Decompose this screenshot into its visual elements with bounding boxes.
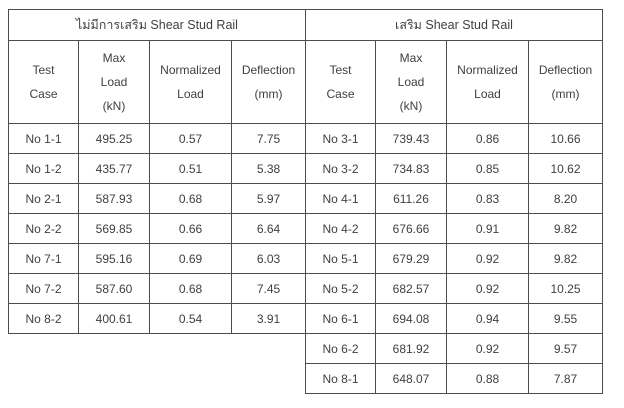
table-title: เสริม Shear Stud Rail (305, 9, 603, 41)
cell-normalized-load: 0.83 (446, 183, 529, 214)
table-row: No 8-1 648.07 0.88 7.87 (305, 363, 603, 394)
table-row: No 5-1 679.29 0.92 9.82 (305, 243, 603, 274)
cell-test-case: No 1-1 (8, 123, 79, 154)
column-header-normalized-load: Normalized Load (149, 40, 232, 124)
cell-max-load: 595.16 (78, 243, 150, 274)
table-body: No 1-1 495.25 0.57 7.75 No 1-2 435.77 0.51 5.38… (8, 123, 306, 334)
cell-deflection: 5.97 (231, 183, 306, 214)
title-row: ไม่มีการเสริม Shear Stud Rail (8, 9, 306, 41)
cell-normalized-load: 0.51 (149, 153, 232, 184)
cell-test-case: No 8-2 (8, 303, 79, 334)
table-row: No 6-1 694.08 0.94 9.55 (305, 303, 603, 334)
cell-normalized-load: 0.69 (149, 243, 232, 274)
table-row: No 3-1 739.43 0.86 10.66 (305, 123, 603, 154)
cell-test-case: No 4-2 (305, 213, 376, 244)
table-shear-stud-rail: เสริม Shear Stud Rail Test Case Max Load … (305, 9, 603, 394)
cell-normalized-load: 0.68 (149, 273, 232, 304)
cell-normalized-load: 0.85 (446, 153, 529, 184)
cell-deflection: 10.66 (528, 123, 603, 154)
cell-max-load: 587.93 (78, 183, 150, 214)
cell-normalized-load: 0.88 (446, 363, 529, 394)
cell-deflection: 5.38 (231, 153, 306, 184)
cell-max-load: 682.57 (375, 273, 447, 304)
cell-max-load: 587.60 (78, 273, 150, 304)
cell-deflection: 7.75 (231, 123, 306, 154)
cell-max-load: 679.29 (375, 243, 447, 274)
column-header-deflection: Deflection (mm) (528, 40, 603, 124)
cell-deflection: 9.82 (528, 243, 603, 274)
table-row: No 5-2 682.57 0.92 10.25 (305, 273, 603, 304)
cell-normalized-load: 0.92 (446, 273, 529, 304)
cell-deflection: 9.57 (528, 333, 603, 364)
cell-max-load: 734.83 (375, 153, 447, 184)
table-row: No 4-1 611.26 0.83 8.20 (305, 183, 603, 214)
cell-test-case: No 6-1 (305, 303, 376, 334)
cell-max-load: 694.08 (375, 303, 447, 334)
comparison-tables-container: ไม่มีการเสริม Shear Stud Rail Test Case M… (8, 9, 603, 394)
table-row: No 4-2 676.66 0.91 9.82 (305, 213, 603, 244)
cell-normalized-load: 0.92 (446, 243, 529, 274)
cell-test-case: No 3-2 (305, 153, 376, 184)
cell-max-load: 495.25 (78, 123, 150, 154)
cell-normalized-load: 0.54 (149, 303, 232, 334)
table-row: No 2-2 569.85 0.66 6.64 (8, 213, 306, 244)
column-header-max-load: Max Load (kN) (78, 40, 150, 124)
cell-normalized-load: 0.86 (446, 123, 529, 154)
column-header-normalized-load: Normalized Load (446, 40, 529, 124)
cell-deflection: 3.91 (231, 303, 306, 334)
column-header-test-case: Test Case (305, 40, 376, 124)
table-title: ไม่มีการเสริม Shear Stud Rail (8, 9, 306, 41)
column-header-test-case: Test Case (8, 40, 79, 124)
cell-max-load: 676.66 (375, 213, 447, 244)
cell-test-case: No 5-2 (305, 273, 376, 304)
table-no-shear-stud-rail: ไม่มีการเสริม Shear Stud Rail Test Case M… (8, 9, 306, 334)
column-header-max-load: Max Load (kN) (375, 40, 447, 124)
cell-test-case: No 3-1 (305, 123, 376, 154)
cell-normalized-load: 0.94 (446, 303, 529, 334)
cell-deflection: 10.62 (528, 153, 603, 184)
cell-test-case: No 8-1 (305, 363, 376, 394)
header-row: Test Case Max Load (kN) Normalized Load Def… (8, 40, 306, 124)
cell-test-case: No 4-1 (305, 183, 376, 214)
table-row: No 1-1 495.25 0.57 7.75 (8, 123, 306, 154)
table-row: No 7-2 587.60 0.68 7.45 (8, 273, 306, 304)
cell-test-case: No 7-1 (8, 243, 79, 274)
table-row: No 2-1 587.93 0.68 5.97 (8, 183, 306, 214)
cell-max-load: 611.26 (375, 183, 447, 214)
table-row: No 8-2 400.61 0.54 3.91 (8, 303, 306, 334)
cell-deflection: 7.45 (231, 273, 306, 304)
cell-test-case: No 2-1 (8, 183, 79, 214)
cell-test-case: No 1-2 (8, 153, 79, 184)
cell-normalized-load: 0.92 (446, 333, 529, 364)
cell-normalized-load: 0.68 (149, 183, 232, 214)
cell-deflection: 6.03 (231, 243, 306, 274)
cell-test-case: No 2-2 (8, 213, 79, 244)
cell-normalized-load: 0.66 (149, 213, 232, 244)
cell-deflection: 10.25 (528, 273, 603, 304)
cell-max-load: 435.77 (78, 153, 150, 184)
cell-deflection: 7.87 (528, 363, 603, 394)
title-row: เสริม Shear Stud Rail (305, 9, 603, 41)
table-row: No 6-2 681.92 0.92 9.57 (305, 333, 603, 364)
column-header-deflection: Deflection (mm) (231, 40, 306, 124)
cell-test-case: No 6-2 (305, 333, 376, 364)
cell-max-load: 569.85 (78, 213, 150, 244)
cell-deflection: 8.20 (528, 183, 603, 214)
cell-max-load: 739.43 (375, 123, 447, 154)
table-row: No 7-1 595.16 0.69 6.03 (8, 243, 306, 274)
cell-max-load: 400.61 (78, 303, 150, 334)
table-row: No 1-2 435.77 0.51 5.38 (8, 153, 306, 184)
cell-max-load: 648.07 (375, 363, 447, 394)
cell-normalized-load: 0.57 (149, 123, 232, 154)
cell-max-load: 681.92 (375, 333, 447, 364)
cell-deflection: 9.55 (528, 303, 603, 334)
table-body: No 3-1 739.43 0.86 10.66 No 3-2 734.83 0.85 10.… (305, 123, 603, 394)
cell-deflection: 9.82 (528, 213, 603, 244)
cell-test-case: No 7-2 (8, 273, 79, 304)
cell-normalized-load: 0.91 (446, 213, 529, 244)
header-row: Test Case Max Load (kN) Normalized Load Def… (305, 40, 603, 124)
cell-test-case: No 5-1 (305, 243, 376, 274)
table-row: No 3-2 734.83 0.85 10.62 (305, 153, 603, 184)
cell-deflection: 6.64 (231, 213, 306, 244)
